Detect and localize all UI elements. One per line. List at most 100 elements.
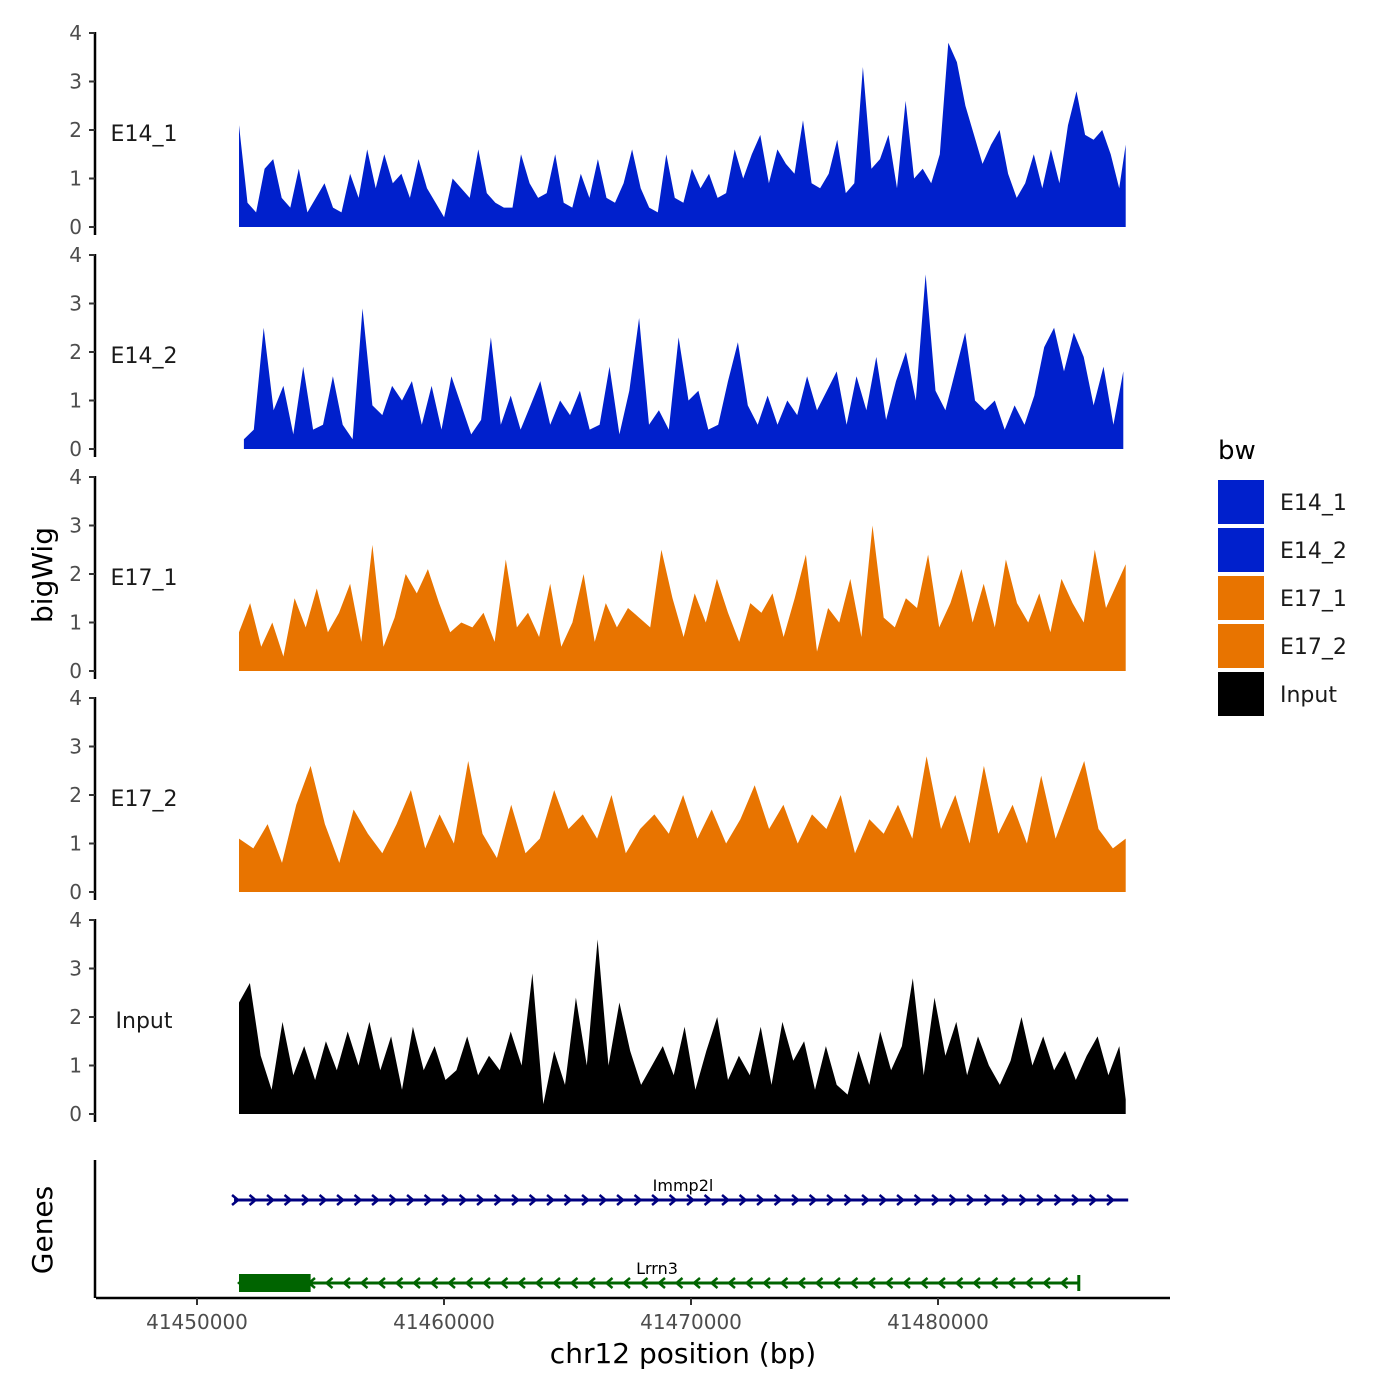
y-tick-label: 3	[69, 957, 82, 981]
track-e17_2: 0 1 2 3 4 E17_2	[69, 686, 1126, 904]
strand-chevron	[709, 1277, 719, 1289]
strand-chevron	[1007, 1277, 1016, 1289]
legend-swatch	[1218, 480, 1264, 524]
x-tick-label: 41480000	[887, 1310, 989, 1334]
strand-chevron	[598, 1194, 608, 1206]
strand-chevron	[1018, 1194, 1028, 1206]
strand-chevron	[552, 1277, 561, 1289]
strand-chevron	[832, 1277, 841, 1289]
y-tick-label: 0	[69, 880, 82, 904]
y-tick-label: 4	[69, 21, 82, 45]
strand-chevron	[931, 1194, 941, 1206]
strand-chevron	[248, 1194, 258, 1206]
y-tick-label: 2	[69, 783, 82, 807]
y-tick-label: 1	[69, 1054, 82, 1078]
strand-chevron	[447, 1277, 456, 1289]
strand-chevron	[499, 1277, 509, 1289]
strand-chevron	[884, 1277, 894, 1289]
track-label-e17_2: E17_2	[111, 787, 178, 812]
strand-chevron	[878, 1194, 888, 1206]
legend-label: E17_1	[1280, 587, 1347, 612]
y-tick-label: 0	[69, 1102, 82, 1126]
strand-chevron	[622, 1277, 631, 1289]
strand-chevron	[989, 1277, 999, 1289]
strand-chevron	[896, 1194, 906, 1206]
strand-chevron	[231, 1194, 241, 1206]
strand-chevron	[546, 1194, 556, 1206]
legend-item-e17_1: E17_1	[1218, 576, 1347, 620]
y-tick-label: 0	[69, 215, 82, 239]
strand-chevron	[849, 1277, 859, 1289]
legend-label: E14_1	[1280, 491, 1347, 516]
y-tick-label: 4	[69, 908, 82, 932]
legend: bw E14_1 E14_2 E17_1 E17_2 Input	[1218, 436, 1347, 716]
track-e14_2: 0 1 2 3 4 E14_2	[69, 243, 1124, 461]
track-input: 0 1 2 3 4 Input	[69, 908, 1126, 1126]
strand-chevron	[359, 1277, 369, 1289]
x-tick-label: 41450000	[146, 1310, 248, 1334]
strand-chevron	[423, 1194, 433, 1206]
legend-label: E17_2	[1280, 635, 1347, 660]
strand-chevron	[727, 1277, 736, 1289]
legend-swatch	[1218, 672, 1264, 716]
strand-chevron	[657, 1277, 666, 1289]
strand-chevron	[301, 1194, 311, 1206]
strand-chevron	[1071, 1194, 1081, 1206]
legend-swatch	[1218, 576, 1264, 620]
strand-chevron	[773, 1194, 783, 1206]
strand-chevron	[902, 1277, 911, 1289]
legend-swatch	[1218, 528, 1264, 572]
strand-chevron	[1024, 1277, 1034, 1289]
strand-chevron	[604, 1277, 614, 1289]
strand-chevron	[843, 1194, 853, 1206]
gene-track: Immp2l Lrrn3	[93, 1160, 1129, 1298]
y-tick-label: 1	[69, 611, 82, 635]
track-label-input: Input	[116, 1009, 173, 1034]
strand-chevron	[692, 1277, 701, 1289]
genes-axis-title: Genes	[26, 1186, 59, 1274]
legend-item-e14_2: E14_2	[1218, 528, 1347, 572]
y-tick-label: 3	[69, 70, 82, 94]
strand-chevron	[1036, 1194, 1046, 1206]
x-axis: 41450000 41460000 41470000 41480000	[96, 1296, 1170, 1334]
strand-chevron	[919, 1277, 929, 1289]
area-e14_2	[243, 274, 1124, 449]
strand-chevron	[476, 1194, 486, 1206]
strand-chevron	[336, 1194, 346, 1206]
strand-chevron	[482, 1277, 491, 1289]
y-tick-label: 0	[69, 437, 82, 461]
strand-chevron	[511, 1194, 521, 1206]
x-axis-title: chr12 position (bp)	[550, 1337, 816, 1370]
strand-chevron	[581, 1194, 591, 1206]
x-tick-label: 41470000	[640, 1310, 742, 1334]
bigwig-tracks: 0 1 2 3 4 E14_1 0 1 2 3 4 E14_2 0 1 2 3 4 E17_1 0 1 2 3 4 E17_2…	[69, 21, 1126, 1126]
gene-label-lrrn3: Lrrn3	[636, 1259, 678, 1278]
strand-chevron	[324, 1277, 334, 1289]
strand-chevron	[587, 1277, 596, 1289]
x-tick-label: 41460000	[393, 1310, 495, 1334]
strand-chevron	[814, 1277, 824, 1289]
gene-label-immp2l: Immp2l	[653, 1176, 714, 1195]
track-e14_1: 0 1 2 3 4 E14_1	[69, 21, 1126, 239]
strand-chevron	[1059, 1277, 1069, 1289]
strand-chevron	[1106, 1194, 1116, 1206]
strand-chevron	[388, 1194, 398, 1206]
strand-chevron	[703, 1194, 713, 1206]
legend-swatch	[1218, 624, 1264, 668]
track-label-e17_1: E17_1	[111, 566, 178, 591]
y-tick-label: 3	[69, 514, 82, 538]
strand-chevron	[406, 1194, 416, 1206]
strand-chevron	[318, 1194, 328, 1206]
strand-chevron	[686, 1194, 696, 1206]
strand-chevron	[756, 1194, 766, 1206]
y-tick-label: 3	[69, 292, 82, 316]
strand-chevron	[371, 1194, 381, 1206]
strand-chevron	[867, 1277, 876, 1289]
y-axis-title: bigWig	[26, 527, 59, 623]
strand-chevron	[266, 1194, 276, 1206]
legend-label: E14_2	[1280, 539, 1347, 564]
strand-chevron	[721, 1194, 731, 1206]
strand-chevron	[744, 1277, 754, 1289]
strand-chevron	[342, 1277, 351, 1289]
